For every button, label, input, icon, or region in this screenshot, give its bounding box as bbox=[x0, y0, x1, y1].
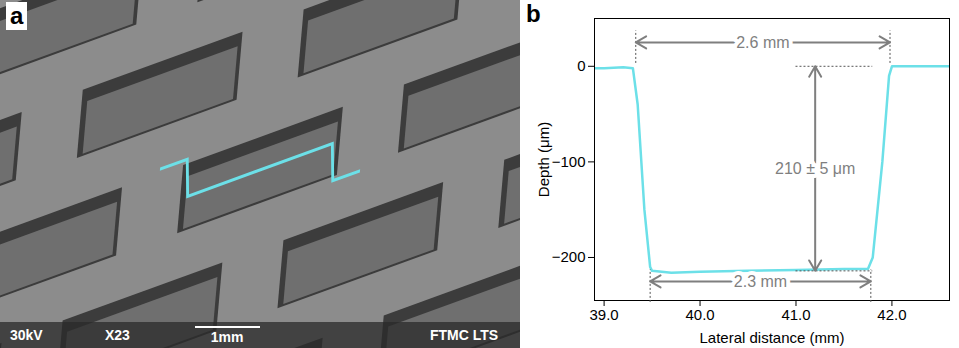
svg-text:39.0: 39.0 bbox=[589, 306, 618, 323]
svg-text:0: 0 bbox=[577, 57, 585, 74]
svg-text:42.0: 42.0 bbox=[877, 306, 906, 323]
svg-text:−100: −100 bbox=[552, 153, 586, 170]
svg-text:2.6 mm: 2.6 mm bbox=[736, 34, 789, 51]
svg-text:40.0: 40.0 bbox=[685, 306, 714, 323]
html-text:b: b bbox=[526, 0, 541, 27]
svg-text:1mm: 1mm bbox=[211, 329, 244, 345]
svg-text:41.0: 41.0 bbox=[781, 306, 810, 323]
svg-text:2.3 mm: 2.3 mm bbox=[734, 273, 787, 290]
svg-text:FTMC LTS: FTMC LTS bbox=[430, 327, 498, 343]
svg-text:Depth (μm): Depth (μm) bbox=[535, 122, 552, 197]
svg-text:X23: X23 bbox=[105, 327, 130, 343]
svg-text:30kV: 30kV bbox=[10, 327, 43, 343]
svg-text:210 ± 5 μm: 210 ± 5 μm bbox=[775, 160, 855, 177]
svg-text:−200: −200 bbox=[552, 248, 586, 265]
html-text:a: a bbox=[10, 2, 24, 29]
svg-text:Lateral distance (mm): Lateral distance (mm) bbox=[699, 329, 844, 346]
